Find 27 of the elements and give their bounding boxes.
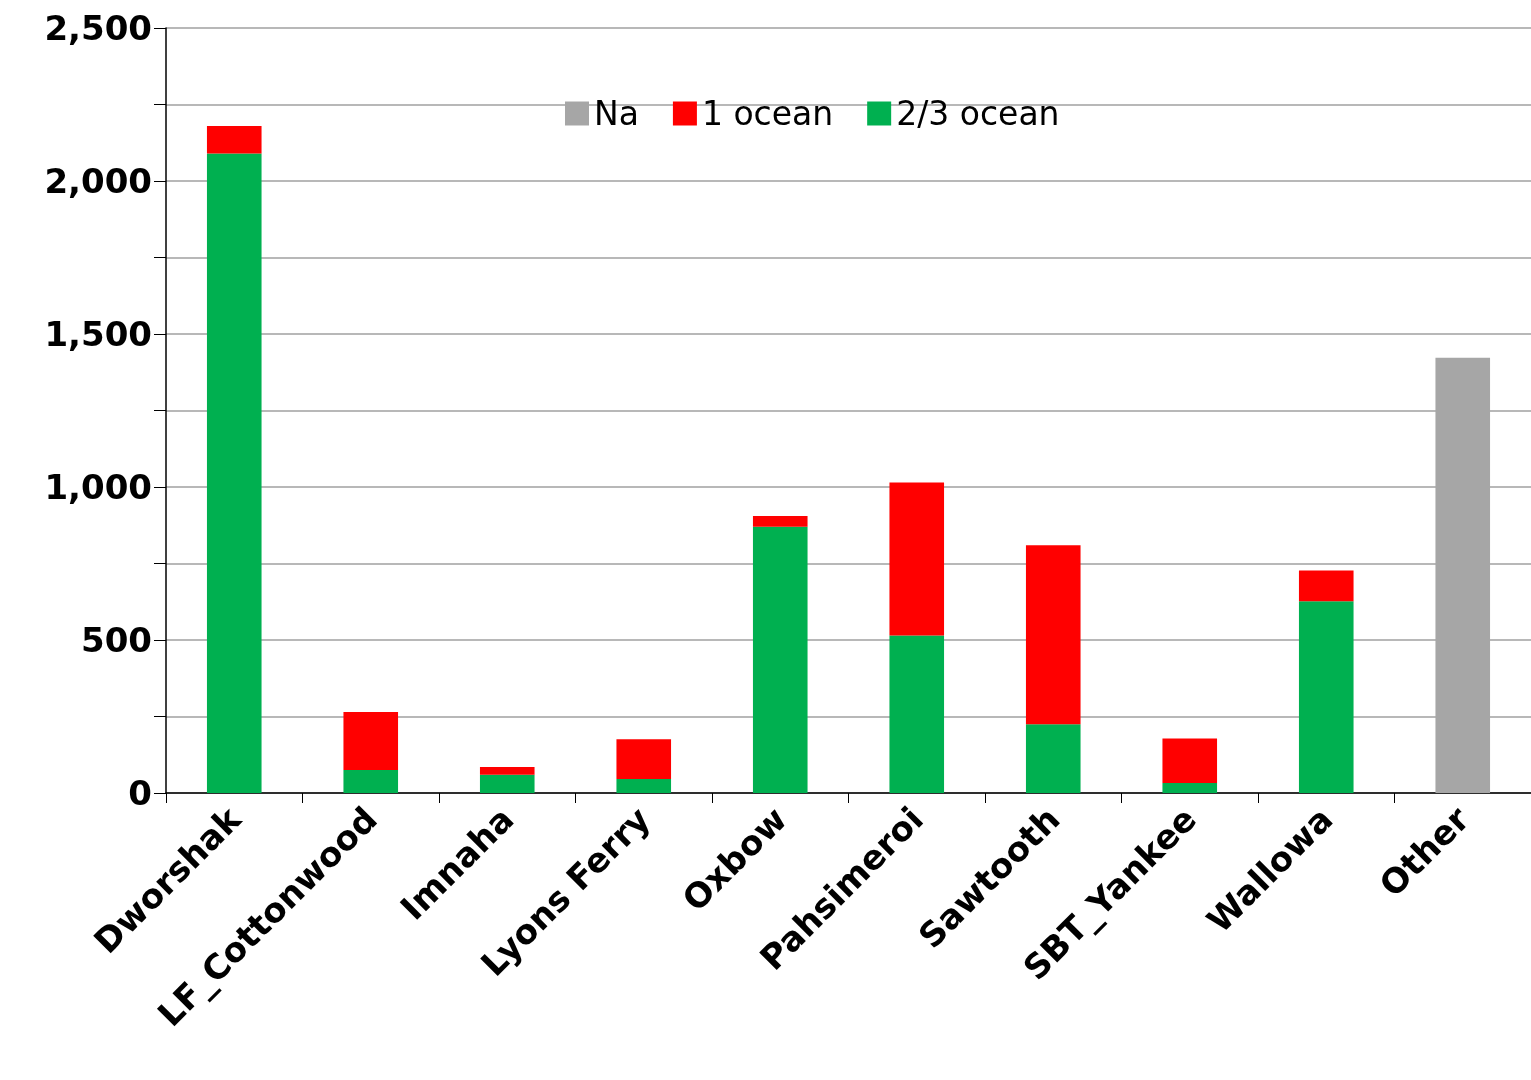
legend-label: 2/3 ocean xyxy=(896,94,1060,133)
bar xyxy=(1025,545,1081,725)
bar xyxy=(616,739,672,779)
bar xyxy=(1162,782,1218,793)
bar xyxy=(343,711,399,771)
bar xyxy=(479,774,535,793)
bar xyxy=(889,482,945,636)
bar xyxy=(1298,570,1354,602)
bar xyxy=(616,778,672,793)
bar xyxy=(1162,738,1218,783)
y-tick-label: 2,500 xyxy=(44,8,152,48)
legend-label: 1 ocean xyxy=(701,94,834,133)
y-tick-label: 1,000 xyxy=(44,467,152,507)
bar xyxy=(479,766,535,775)
bar xyxy=(1298,601,1354,793)
bar xyxy=(1025,724,1081,793)
y-tick-label: 2,000 xyxy=(44,161,152,201)
bar xyxy=(343,770,399,793)
y-tick-label: 500 xyxy=(81,620,152,660)
bar xyxy=(752,526,808,793)
bar xyxy=(206,125,262,154)
bar xyxy=(752,516,808,527)
legend-label: Na xyxy=(594,94,639,133)
bar xyxy=(206,153,262,793)
bar xyxy=(889,635,945,793)
y-tick-label: 0 xyxy=(128,773,152,813)
y-tick-label: 1,500 xyxy=(44,314,152,354)
